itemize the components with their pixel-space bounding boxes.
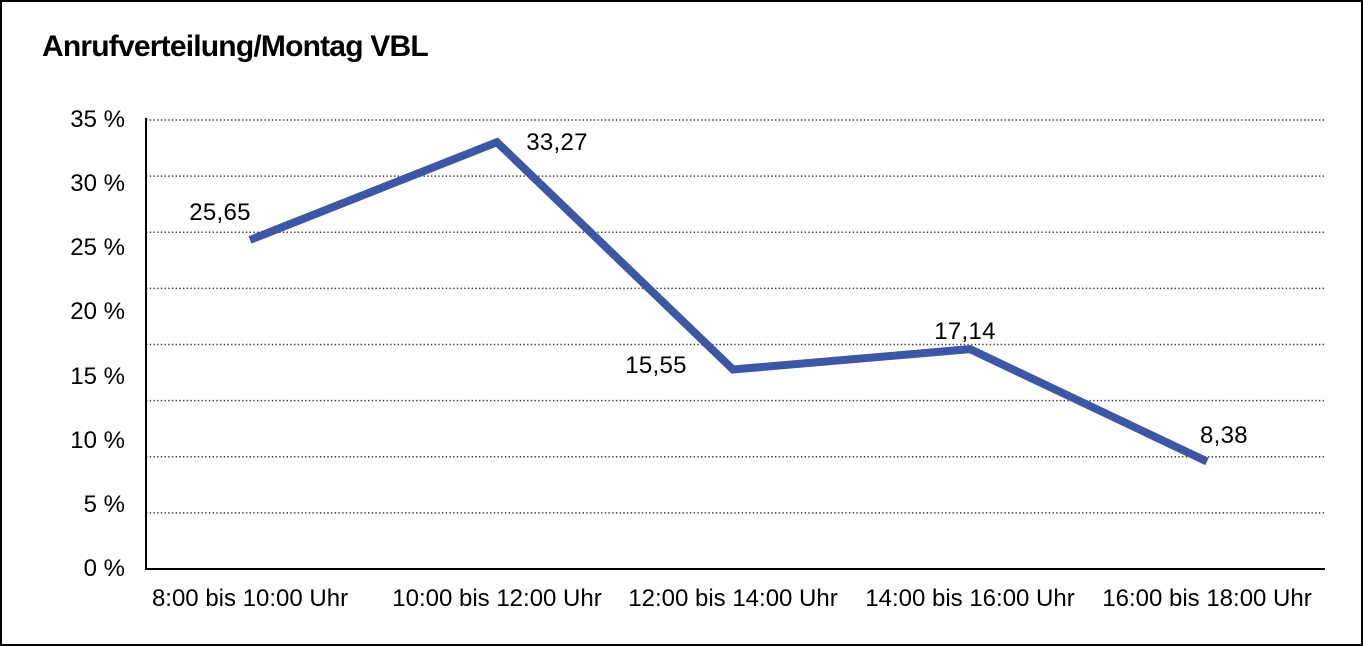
x-tick-label: 12:00 bis 14:00 Uhr xyxy=(628,585,838,612)
data-point-label: 15,55 xyxy=(625,351,687,379)
x-tick-label: 14:00 bis 16:00 Uhr xyxy=(865,585,1075,612)
data-line xyxy=(248,137,1209,466)
y-tick-label: 35 % xyxy=(70,106,125,133)
x-tick-label: 8:00 bis 10:00 Uhr xyxy=(151,585,349,612)
y-tick-label: 15 % xyxy=(70,362,125,390)
x-tick-label: 10:00 bis 12:00 Uhr xyxy=(392,585,602,612)
data-point-label: 25,65 xyxy=(189,198,251,226)
y-tick-label: 20 % xyxy=(70,298,125,326)
chart-title: Anrufverteilung/Montag VBL xyxy=(42,30,429,63)
y-tick-label: 5 % xyxy=(83,490,125,518)
x-tick-label: 16:00 bis 18:00 Uhr xyxy=(1102,585,1312,612)
y-tick-label: 30 % xyxy=(70,170,125,198)
data-point-label: 8,38 xyxy=(1200,422,1248,450)
y-tick-label: 10 % xyxy=(70,426,125,454)
data-point-label: 33,27 xyxy=(526,129,588,157)
data-point-label: 17,14 xyxy=(934,318,996,346)
y-tick-label: 0 % xyxy=(83,555,125,582)
y-tick-label: 25 % xyxy=(70,234,125,262)
